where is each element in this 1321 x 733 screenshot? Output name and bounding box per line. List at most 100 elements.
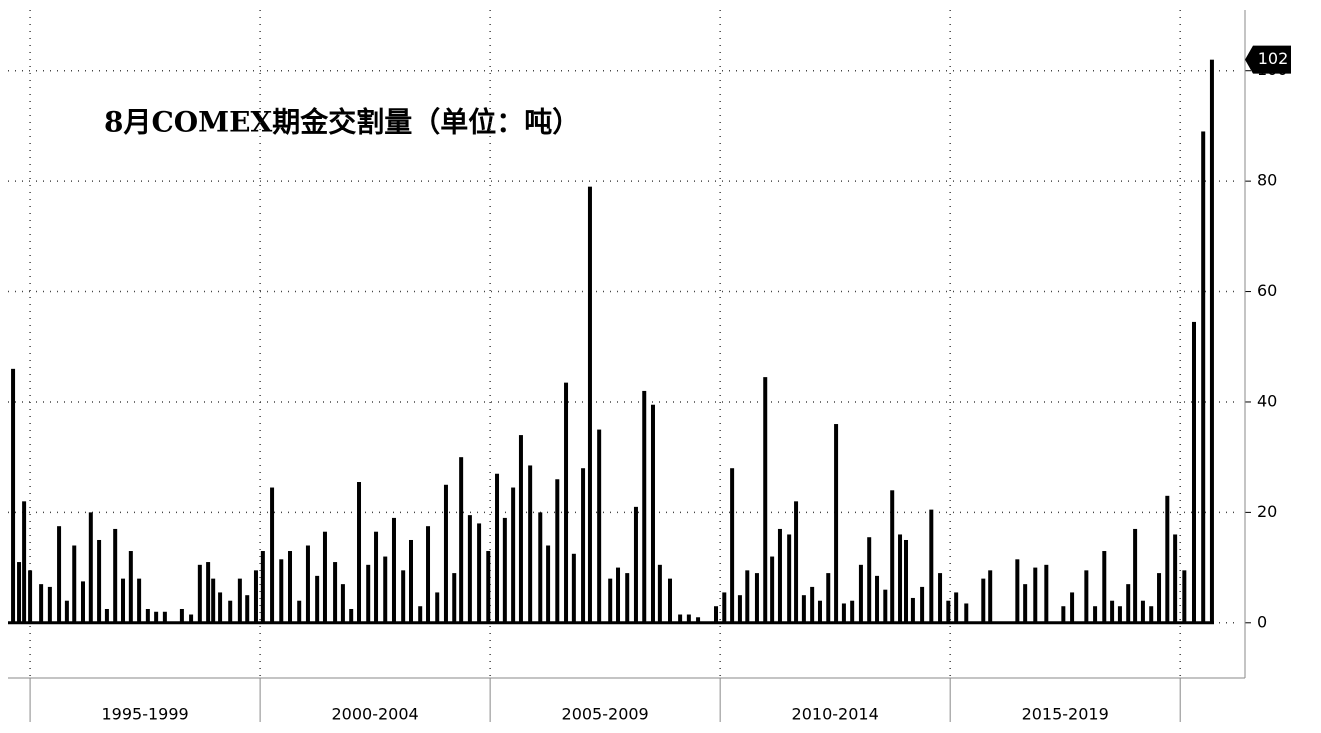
bar (80, 581, 85, 623)
bar (467, 515, 472, 623)
bar (218, 592, 223, 623)
bar (228, 600, 233, 623)
x-period-label: 2015-2019 (1022, 705, 1109, 724)
bar (1201, 131, 1206, 623)
bar (801, 595, 806, 623)
bar (981, 578, 986, 623)
bar (502, 517, 507, 623)
bar (898, 534, 903, 623)
bar (162, 611, 167, 623)
bar (858, 564, 863, 623)
bar (401, 570, 406, 623)
bar (696, 617, 701, 623)
bar (486, 551, 491, 623)
bar (794, 501, 799, 623)
y-tick-label: 20 (1257, 502, 1277, 521)
bar (72, 545, 77, 623)
bar (1133, 528, 1138, 623)
y-tick-label: 0 (1257, 612, 1267, 631)
bar (597, 429, 602, 623)
bar (333, 562, 338, 623)
bar (737, 595, 742, 623)
bar (763, 377, 768, 623)
bar (1023, 584, 1028, 623)
bar (113, 528, 118, 623)
bar (754, 573, 759, 623)
bar (137, 578, 142, 623)
bar (297, 600, 302, 623)
bar (260, 551, 265, 623)
bar (920, 586, 925, 623)
bar (288, 551, 293, 623)
bar (678, 614, 683, 623)
chart-title: 8月COMEX期金交割量（单位：吨） (104, 106, 580, 139)
bar (97, 539, 102, 623)
bar (340, 584, 345, 623)
bar (1084, 570, 1089, 623)
bar (245, 595, 250, 623)
bar (253, 570, 258, 623)
bar (47, 586, 52, 623)
bar (121, 578, 126, 623)
bar (270, 487, 275, 623)
bar (197, 564, 202, 623)
bar (538, 512, 543, 623)
bar (1102, 551, 1107, 623)
bar (633, 506, 638, 623)
bar (904, 539, 909, 623)
bar (883, 589, 888, 623)
bar (1191, 321, 1196, 623)
bar (322, 531, 327, 623)
bar (1015, 559, 1020, 623)
bar (770, 556, 775, 623)
bar (57, 526, 62, 623)
bar (1093, 606, 1098, 623)
bar (443, 484, 448, 623)
x-period-label: 1995-1999 (101, 705, 188, 724)
bar (1033, 567, 1038, 623)
bar (875, 575, 880, 623)
bar (555, 479, 560, 623)
bar (179, 608, 184, 623)
x-period-label: 2000-2004 (332, 705, 419, 724)
y-tick-label: 60 (1257, 281, 1277, 300)
bar (1209, 59, 1214, 623)
bar (315, 575, 320, 623)
bar (366, 564, 371, 623)
bar (1110, 600, 1115, 623)
bar (581, 468, 586, 623)
bar (938, 573, 943, 623)
x-period-label: 2005-2009 (562, 705, 649, 724)
bar (929, 509, 934, 623)
bar (686, 614, 691, 623)
bar (1044, 564, 1049, 623)
bar (211, 578, 216, 623)
y-tick-label: 80 (1257, 171, 1277, 190)
bar (587, 186, 592, 623)
bar (1157, 573, 1162, 623)
bar (459, 457, 464, 623)
bar (841, 603, 846, 623)
bar (616, 567, 621, 623)
bar (722, 592, 727, 623)
bar (189, 614, 194, 623)
bar (22, 501, 27, 623)
y-tick-label: 40 (1257, 391, 1277, 410)
bar (528, 465, 533, 623)
bar (787, 534, 792, 623)
bar (237, 578, 242, 623)
last-value-tag (1245, 45, 1291, 74)
bar (817, 600, 822, 623)
bar (964, 603, 969, 623)
bar (730, 468, 735, 623)
bar (745, 570, 750, 623)
bar (834, 424, 839, 623)
bar (495, 473, 500, 623)
bar (418, 606, 423, 623)
bar (128, 551, 133, 623)
bar (39, 584, 44, 623)
bar (714, 606, 719, 623)
bar (518, 435, 523, 623)
bar (642, 390, 647, 623)
